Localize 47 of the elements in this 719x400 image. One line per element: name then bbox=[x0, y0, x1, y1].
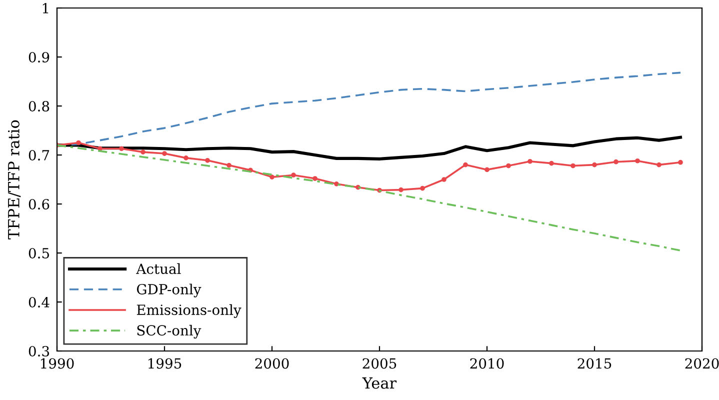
x-axis-title: Year bbox=[362, 377, 397, 389]
point bbox=[291, 172, 296, 178]
legend-label: GDP-only bbox=[136, 284, 202, 298]
y-tick-label: 0.5 bbox=[28, 248, 49, 258]
line-series bbox=[57, 144, 682, 252]
point bbox=[592, 162, 597, 168]
legend-label: Actual bbox=[136, 263, 181, 274]
point bbox=[678, 160, 683, 165]
legend-label: Emissions-only bbox=[136, 304, 242, 318]
x-tick-label: 1995 bbox=[148, 358, 182, 369]
point bbox=[205, 158, 210, 163]
x-tick-label: 2020 bbox=[685, 358, 719, 369]
point bbox=[184, 156, 188, 160]
y-tick-label: 0.4 bbox=[28, 296, 50, 308]
point bbox=[656, 162, 662, 168]
x-tick-label: 2015 bbox=[578, 358, 612, 369]
point bbox=[334, 181, 339, 186]
y-tick-label: 1 bbox=[42, 2, 48, 14]
point bbox=[398, 187, 404, 192]
y-axis-title: TFPE/TFP ratio bbox=[8, 120, 21, 240]
point bbox=[570, 163, 576, 168]
point bbox=[528, 158, 532, 164]
point bbox=[463, 162, 468, 168]
point bbox=[162, 151, 167, 156]
point bbox=[226, 162, 232, 168]
point bbox=[119, 146, 124, 152]
y-tick-label: 0.9 bbox=[28, 52, 50, 62]
point bbox=[312, 176, 318, 181]
y-tick-label: 0.8 bbox=[28, 100, 50, 112]
point bbox=[420, 186, 425, 191]
point bbox=[484, 167, 490, 172]
y-tick-label: 0.6 bbox=[28, 198, 50, 210]
y-tick-label: 0.3 bbox=[28, 346, 50, 356]
x-tick-label: 1990 bbox=[41, 358, 74, 369]
x-tick-label: 2005 bbox=[362, 358, 396, 369]
x-tick-label: 2000 bbox=[255, 358, 289, 369]
point bbox=[506, 163, 511, 168]
point bbox=[549, 160, 554, 166]
point bbox=[442, 177, 446, 182]
x-tick-label: 2010 bbox=[470, 358, 504, 369]
point bbox=[140, 150, 146, 154]
point bbox=[270, 174, 274, 180]
point bbox=[76, 140, 81, 146]
point bbox=[614, 159, 618, 164]
legend-label: SCC-only bbox=[137, 324, 202, 338]
y-tick-label: 0.7 bbox=[28, 150, 50, 160]
point bbox=[635, 158, 640, 164]
